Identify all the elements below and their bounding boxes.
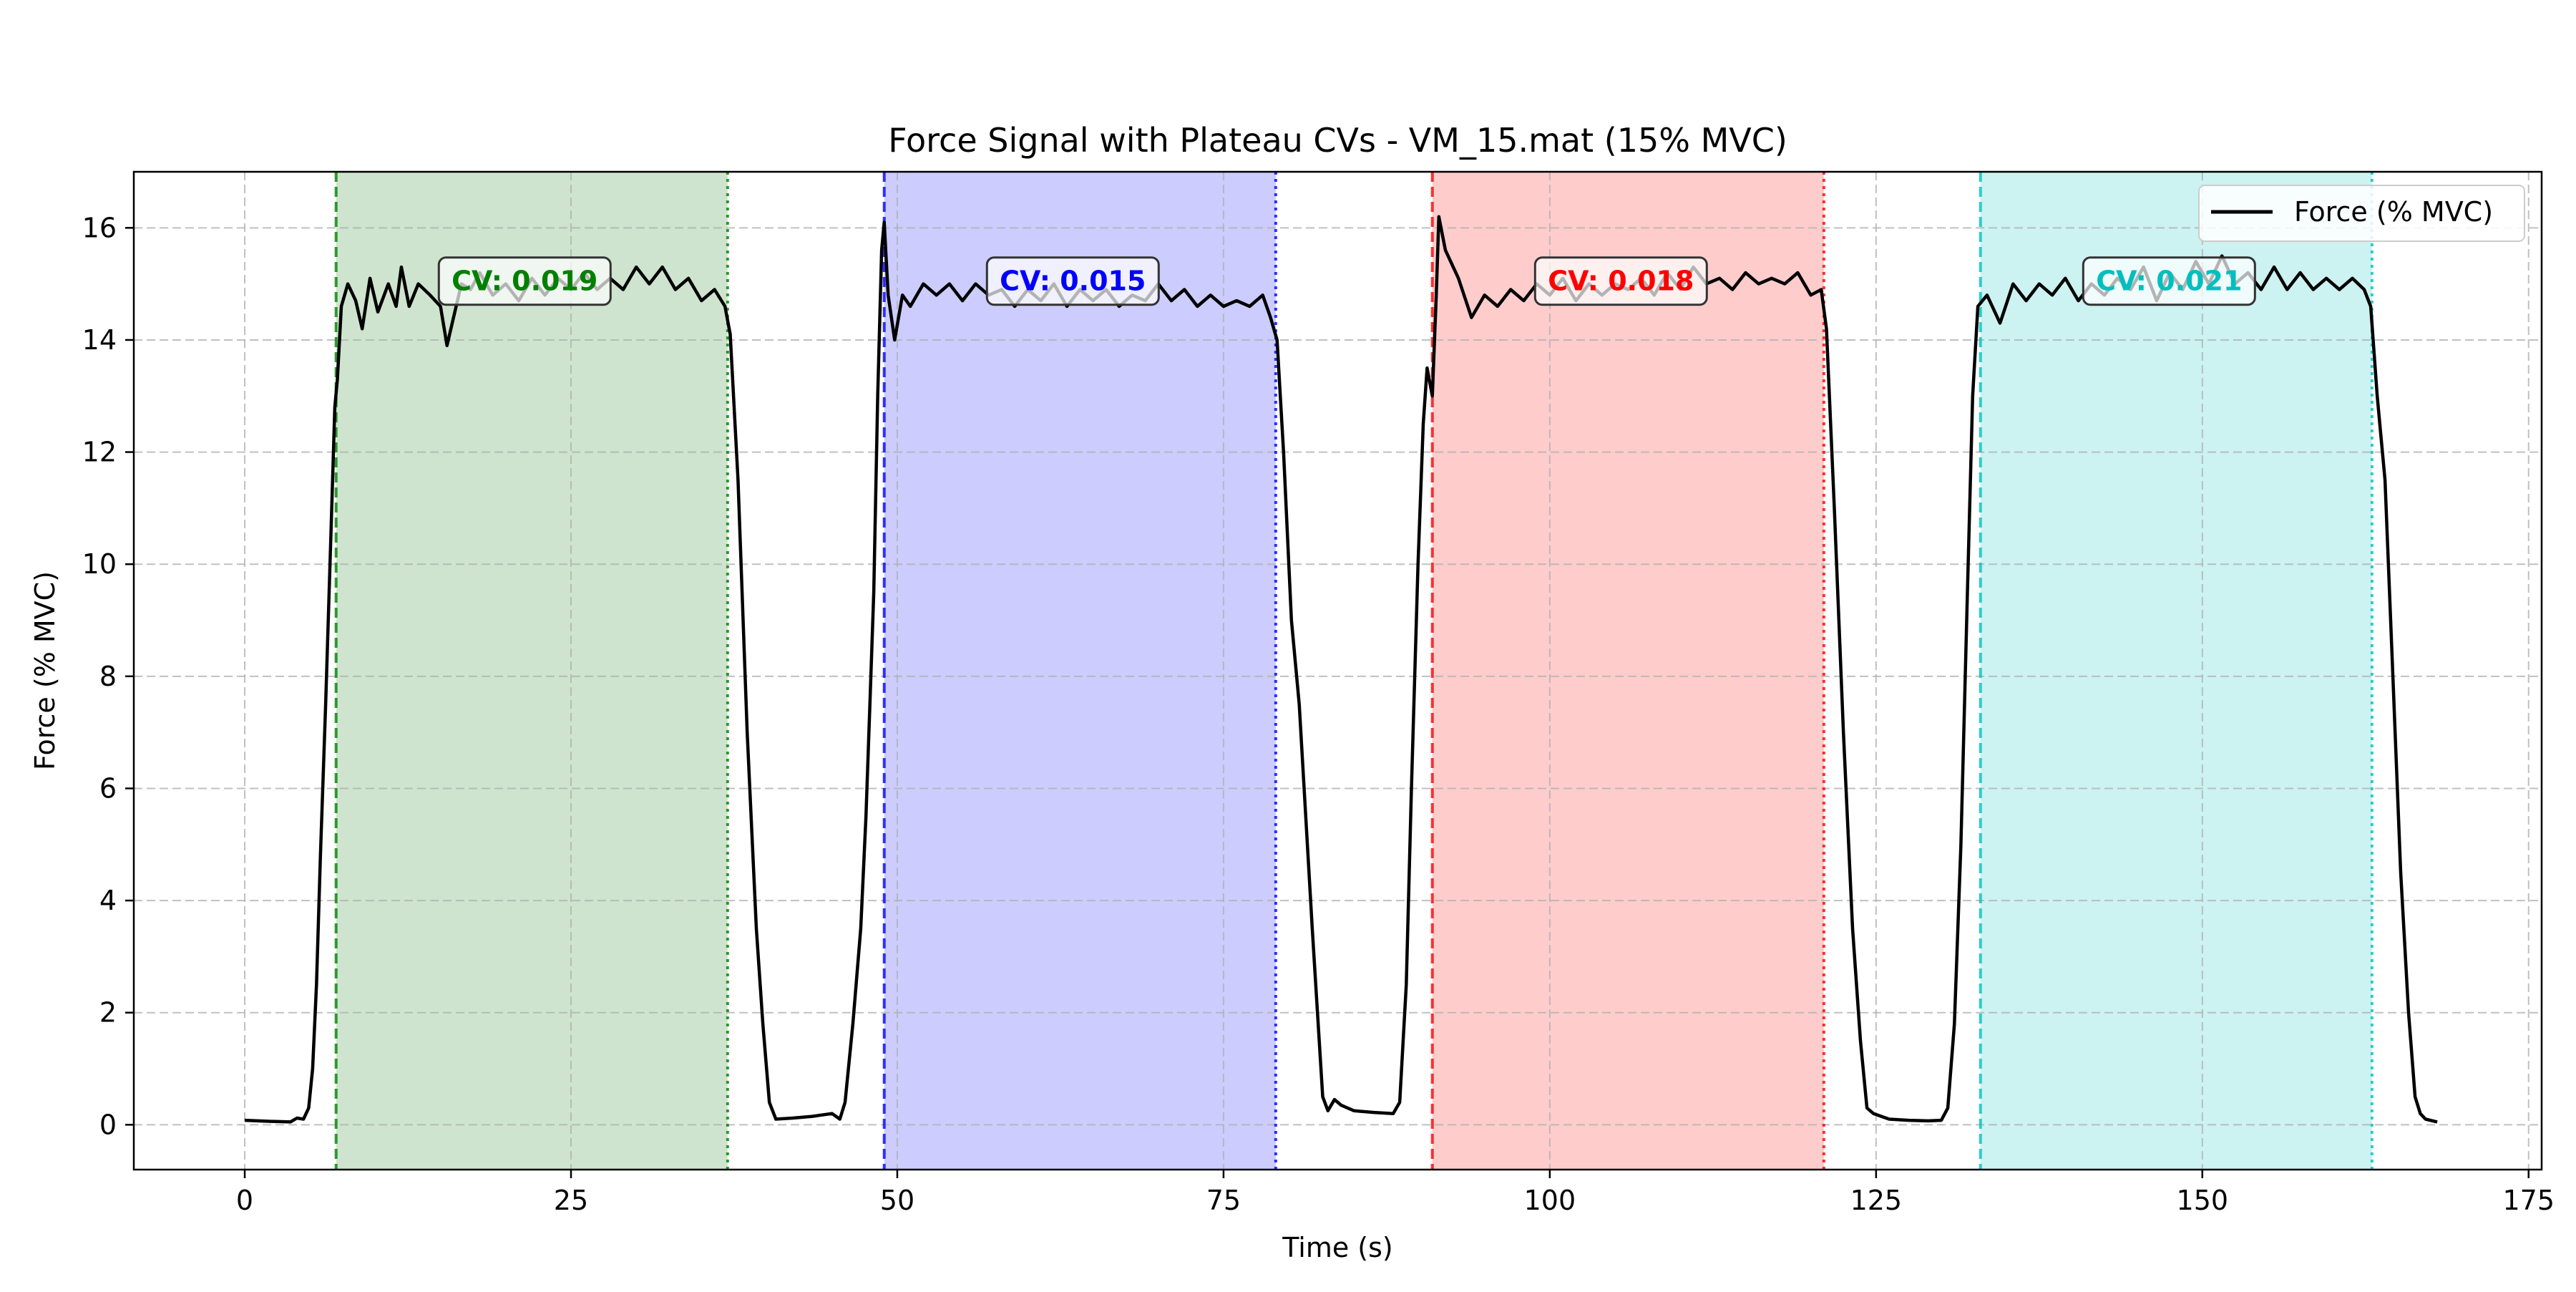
y-tick-label: 16 bbox=[82, 212, 117, 243]
plot-frame bbox=[132, 170, 2543, 1171]
cv-annotation-label: CV: 0.019 bbox=[452, 266, 597, 297]
cv-annotation-box bbox=[2082, 256, 2256, 306]
y-tick-label: 2 bbox=[99, 997, 117, 1029]
legend-entry-force: Force (% MVC) bbox=[2294, 196, 2493, 228]
legend-box bbox=[2198, 185, 2525, 242]
legend: Force (% MVC) bbox=[2198, 185, 2525, 242]
x-axis-label: Time (s) bbox=[1282, 1232, 1393, 1263]
x-tick-label: 75 bbox=[1206, 1185, 1241, 1216]
cv-annotation-3: CV: 0.018 bbox=[1533, 256, 1708, 306]
cv-annotation-box bbox=[1533, 256, 1708, 306]
y-tick-label: 8 bbox=[99, 661, 117, 692]
cv-annotation-4: CV: 0.021 bbox=[2082, 256, 2256, 306]
plateau-region-1 bbox=[336, 172, 728, 1170]
y-tick-label: 4 bbox=[99, 885, 117, 916]
y-tick-label: 10 bbox=[82, 548, 117, 580]
x-tick-label: 100 bbox=[1524, 1185, 1576, 1216]
y-tick-label: 0 bbox=[99, 1109, 117, 1140]
y-axis-label: Force (% MVC) bbox=[29, 571, 61, 770]
cv-annotation-2: CV: 0.015 bbox=[985, 256, 1160, 306]
x-tick-label: 150 bbox=[2177, 1185, 2229, 1216]
plateau-region-2 bbox=[884, 172, 1276, 1170]
y-tick-label: 12 bbox=[82, 437, 117, 468]
cv-annotation-label: CV: 0.015 bbox=[1000, 266, 1146, 297]
x-tick-label: 25 bbox=[554, 1185, 588, 1216]
cv-annotation-1: CV: 0.019 bbox=[437, 256, 612, 306]
x-tick-label: 125 bbox=[1850, 1185, 1903, 1216]
cv-annotation-label: CV: 0.018 bbox=[1548, 266, 1694, 297]
y-tick-label: 6 bbox=[99, 772, 117, 804]
y-tick-label: 14 bbox=[82, 324, 117, 356]
x-tick-label: 0 bbox=[236, 1185, 253, 1216]
plot-area: CV: 0.019 CV: 0.015 CV: 0.018 CV: 0.021 0 25 5… bbox=[82, 170, 2555, 1216]
cv-annotation-box bbox=[985, 256, 1160, 306]
x-tick-label: 175 bbox=[2502, 1185, 2555, 1216]
plateau-region-4 bbox=[1980, 172, 2372, 1170]
x-tick-label: 50 bbox=[880, 1185, 914, 1216]
plateau-region-3 bbox=[1432, 172, 1824, 1170]
cv-annotation-label: CV: 0.021 bbox=[2096, 266, 2242, 297]
cv-annotation-box bbox=[437, 256, 612, 306]
chart-title: Force Signal with Plateau CVs - VM_15.ma… bbox=[888, 121, 1787, 160]
